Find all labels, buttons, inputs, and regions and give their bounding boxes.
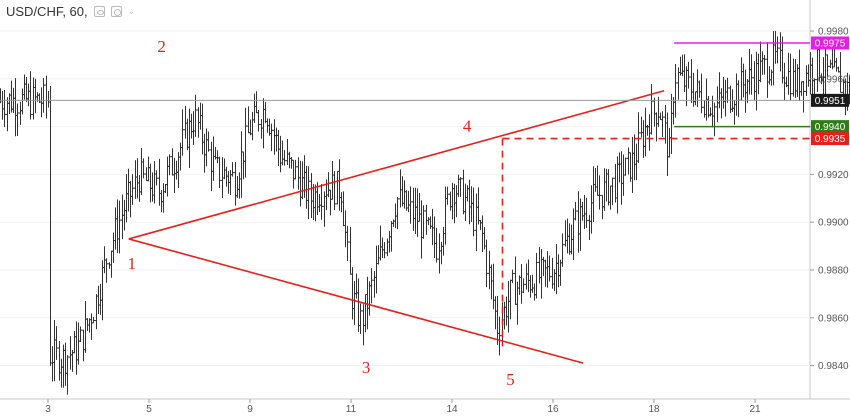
wave-label-1: 1 [128,254,137,273]
symbol-title[interactable]: USD/CHF, 60, [6,4,88,19]
x-tick-label: 21 [749,404,761,415]
gear-icon[interactable] [110,6,122,17]
eye-icon[interactable] [93,6,105,17]
y-tick-label: 0.9960 [818,74,849,85]
current-price-line-tag-label: 0.9951 [815,96,846,107]
x-tick-label: 5 [146,404,152,415]
wave-label-3: 3 [362,358,371,377]
x-tick-label: 18 [648,404,660,415]
upper-trendline[interactable] [128,90,665,240]
drawing-tools[interactable] [0,42,810,364]
wave-label-4: 4 [463,116,472,135]
lower-trendline[interactable] [128,238,584,364]
chart-header: USD/CHF, 60, ⌄ [6,4,135,19]
x-tick-label: 9 [247,404,253,415]
support-line-tag-label: 0.9940 [815,122,846,133]
support-line-tag [811,120,849,134]
resistance-line-tag [811,36,849,50]
x-tick-label: 14 [446,404,458,415]
resistance-line-tag-label: 0.9975 [815,39,846,50]
y-tick-label: 0.9980 [818,27,849,38]
chevron-down-icon[interactable]: ⌄ [127,6,136,16]
candlestick-series [0,30,850,395]
y-tick-label: 0.9840 [818,361,849,372]
current-price-line-tag [811,93,849,107]
wave-label-2: 2 [157,37,166,56]
time-axis[interactable]: 359111416182123 [45,399,850,415]
breakout-line-tag [811,132,849,146]
price-axis[interactable]: 0.98400.98600.98800.99000.99200.99400.99… [810,27,849,372]
y-tick-label: 0.9860 [818,313,849,324]
x-tick-label: 16 [547,404,559,415]
y-tick-label: 0.9880 [818,265,849,276]
y-tick-label: 0.9920 [818,170,849,181]
y-tick-label: 0.9900 [818,218,849,229]
wave-label-5: 5 [506,370,515,389]
x-tick-label: 11 [346,404,357,415]
breakout-line-tag-label: 0.9935 [815,134,846,145]
x-tick-label: 3 [45,404,51,415]
wave-labels: 1 2 3 4 5 [128,37,515,389]
